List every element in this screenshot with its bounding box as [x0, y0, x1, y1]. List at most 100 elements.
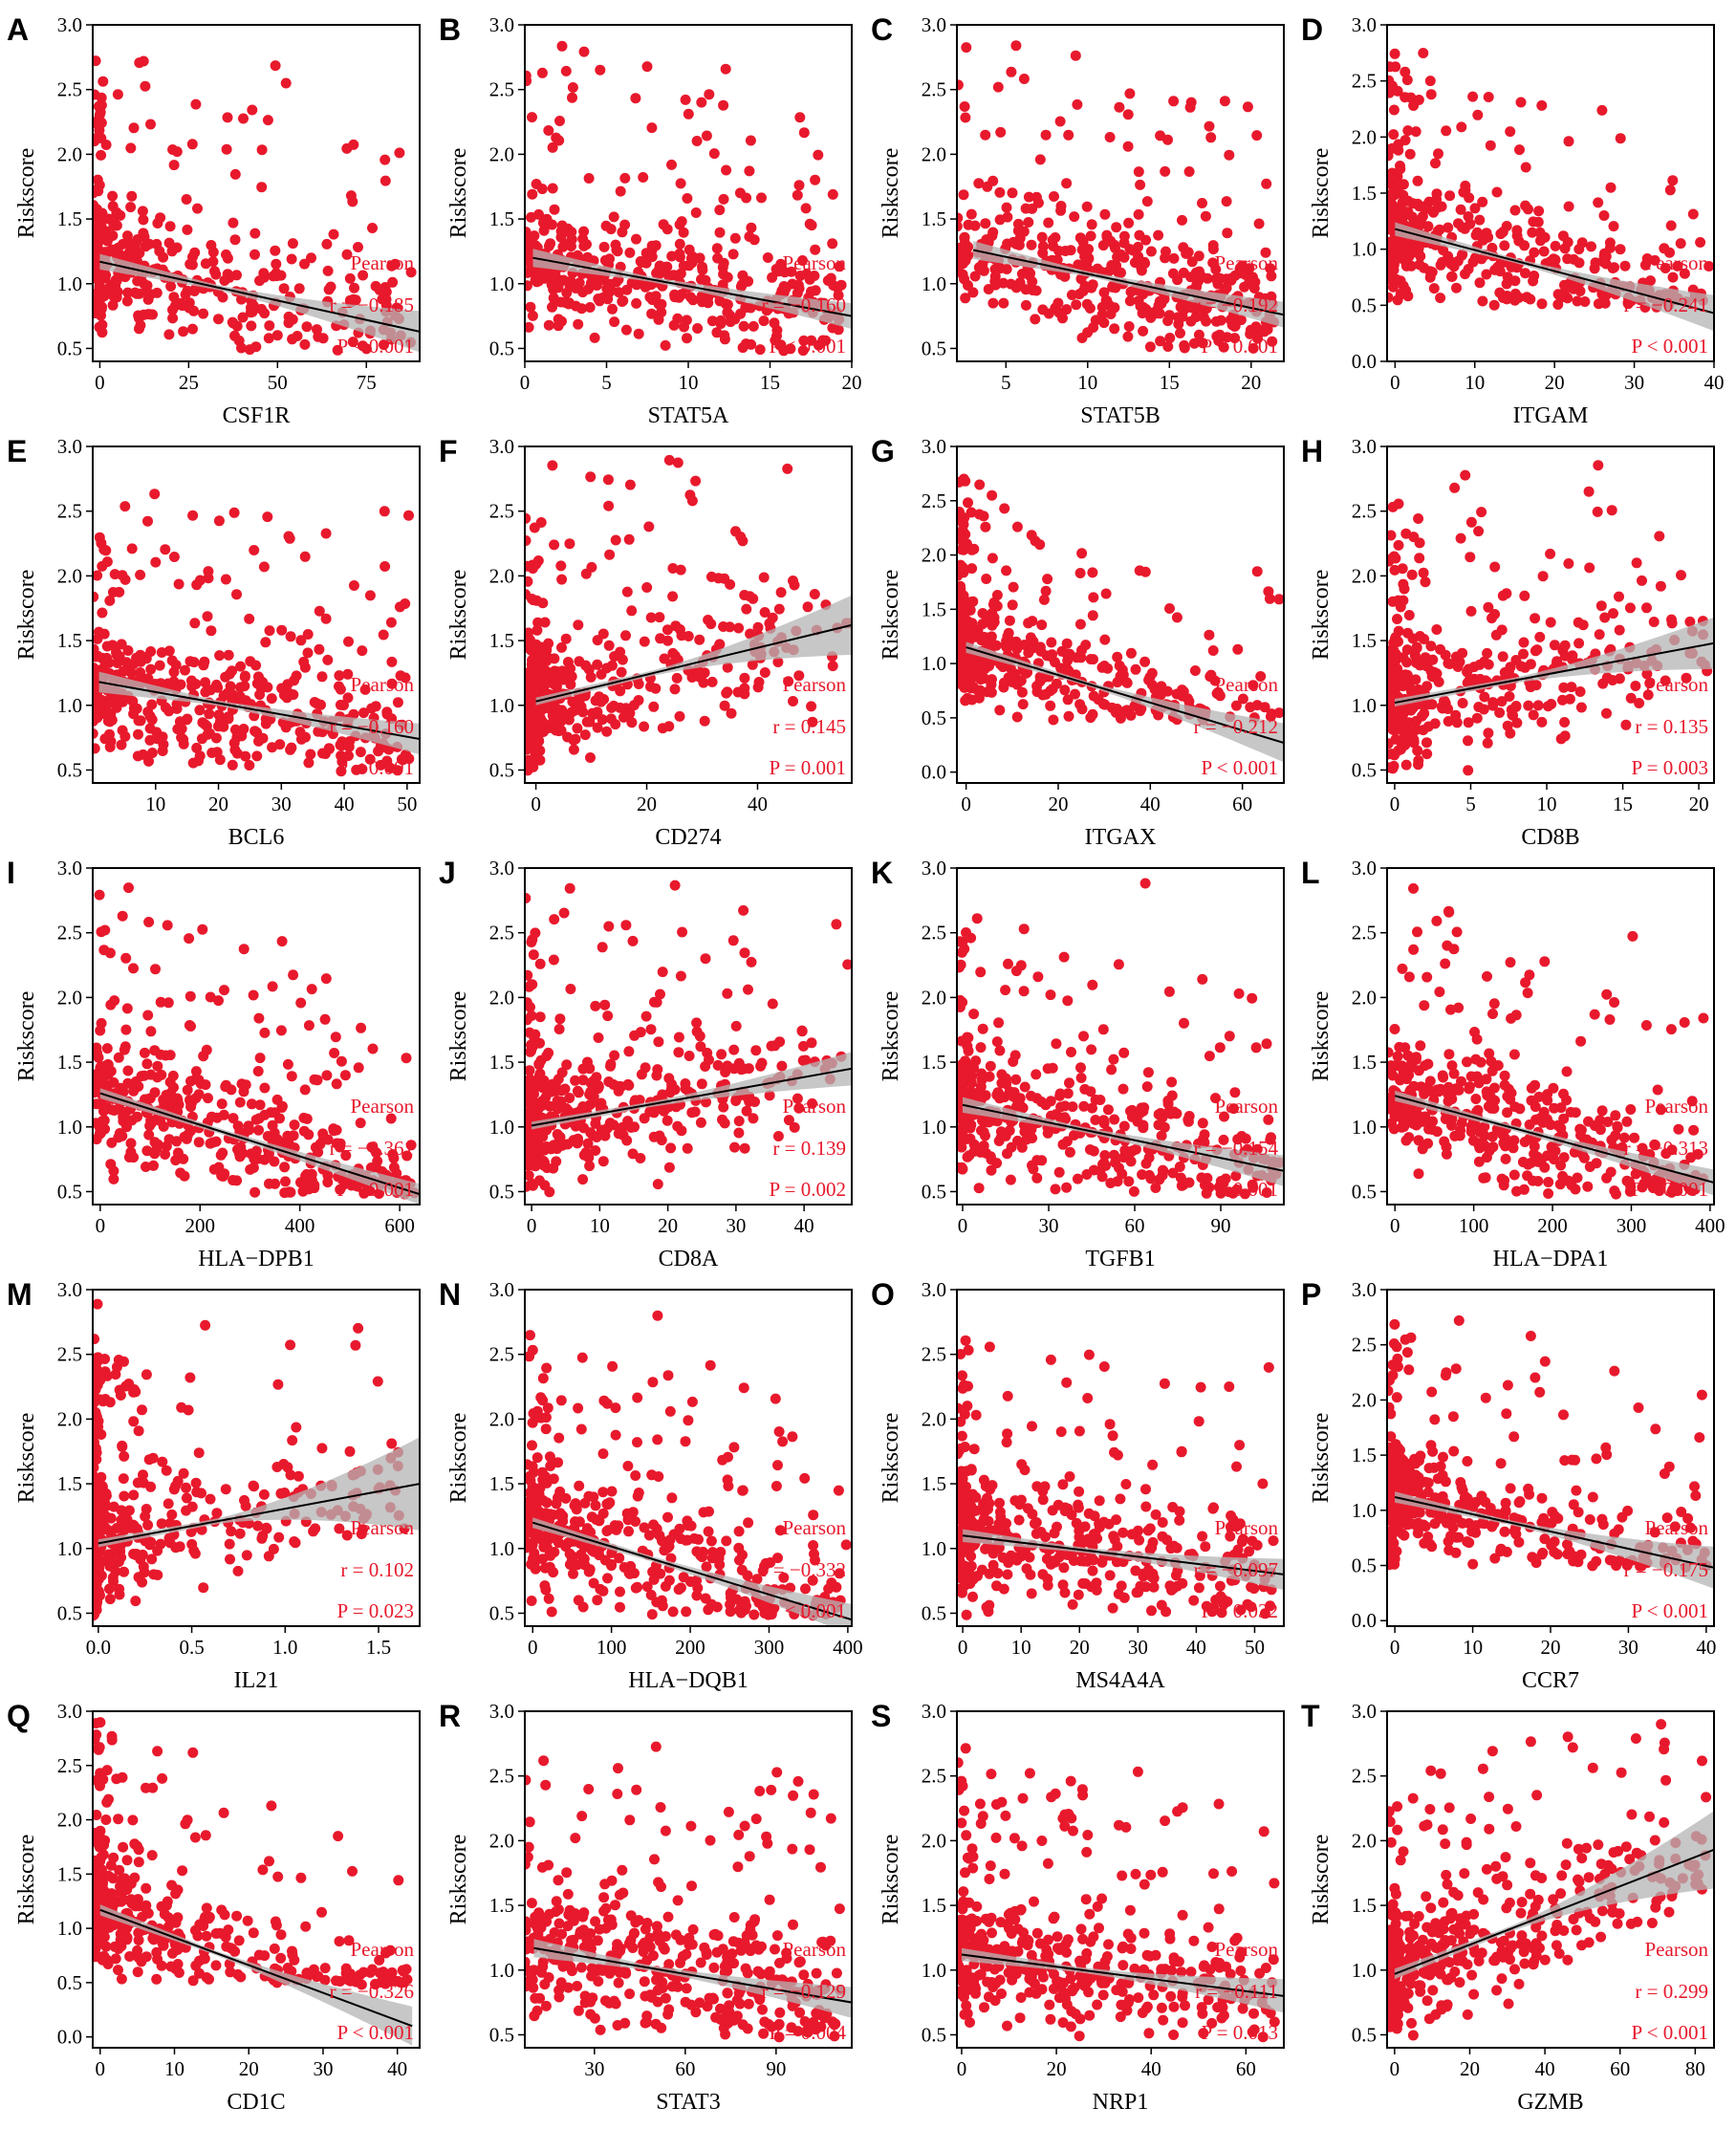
data-point: [228, 507, 240, 518]
data-point: [527, 979, 538, 990]
data-point: [980, 129, 991, 141]
data-point: [1109, 323, 1120, 335]
x-axis-title: TGFB1: [1085, 1247, 1155, 1271]
data-point: [1497, 590, 1508, 601]
data-point: [174, 716, 185, 728]
data-point: [190, 98, 202, 110]
data-point: [1615, 244, 1626, 255]
y-tick-label: 0.5: [489, 337, 514, 359]
data-point: [1494, 707, 1506, 718]
data-point: [150, 556, 162, 568]
data-point: [1443, 658, 1454, 669]
data-point: [128, 122, 140, 134]
data-point: [525, 535, 532, 546]
data-point: [1186, 256, 1198, 268]
data-point: [1419, 262, 1429, 273]
data-point: [138, 214, 149, 226]
data-point: [339, 1070, 351, 1081]
data-point: [1074, 568, 1086, 578]
data-point: [276, 1102, 288, 1113]
data-point: [293, 283, 305, 294]
data-point: [1018, 923, 1030, 935]
data-point: [1491, 186, 1503, 198]
plot-frame: [92, 445, 421, 784]
data-point: [379, 506, 390, 517]
data-point: [1004, 1125, 1015, 1137]
y-tick-label: 1.0: [1352, 238, 1377, 261]
x-axis-title: STAT5B: [1080, 403, 1160, 428]
data-point: [301, 321, 313, 333]
data-point: [122, 645, 134, 656]
data-point: [229, 234, 241, 246]
data-point: [1026, 239, 1037, 250]
data-point: [231, 589, 242, 600]
data-point: [1439, 695, 1449, 706]
data-point: [1245, 702, 1256, 713]
data-point: [1545, 548, 1556, 559]
data-point: [189, 618, 201, 629]
data-point: [1141, 196, 1153, 207]
data-point: [216, 1098, 228, 1110]
data-point: [212, 682, 224, 693]
data-point: [970, 1055, 982, 1067]
data-point: [1034, 671, 1046, 683]
panel-E: 0.51.01.52.02.53.010 20 30 40 50BCL6Riskscor…: [7, 434, 421, 850]
data-point: [1590, 257, 1601, 269]
data-point: [270, 245, 281, 256]
data-point: [534, 1141, 546, 1152]
data-point: [97, 1116, 108, 1127]
data-point: [1202, 272, 1213, 284]
data-point: [779, 267, 791, 278]
data-point: [651, 996, 662, 1008]
data-point: [1562, 236, 1573, 248]
data-point: [301, 1113, 313, 1124]
data-point: [96, 118, 107, 128]
data-point: [1099, 634, 1111, 645]
data-point: [235, 661, 247, 672]
data-point: [567, 82, 578, 93]
data-point: [194, 750, 206, 762]
data-point: [1465, 605, 1477, 617]
data-point: [1205, 132, 1217, 143]
data-point: [686, 672, 698, 683]
data-point: [1050, 1184, 1061, 1195]
x-tick-label: 10: [590, 1214, 610, 1237]
data-point: [1494, 287, 1506, 298]
x-tick-label: 5: [1465, 793, 1476, 815]
data-point: [185, 1021, 196, 1032]
data-point: [1062, 1088, 1074, 1099]
data-point: [835, 279, 847, 291]
data-point: [98, 76, 109, 87]
panel-letter: I: [7, 856, 15, 890]
data-point: [1179, 342, 1190, 354]
data-point: [1168, 252, 1180, 264]
data-point: [1473, 526, 1485, 537]
data-point: [667, 563, 679, 574]
data-point: [551, 1156, 562, 1167]
data-point: [1061, 178, 1073, 189]
data-point: [353, 1062, 364, 1074]
data-point: [252, 1066, 264, 1076]
data-point: [144, 734, 156, 746]
data-point: [541, 213, 553, 225]
data-point: [674, 249, 685, 259]
data-point: [1087, 567, 1098, 578]
data-point: [1601, 707, 1612, 719]
data-point: [1062, 995, 1074, 1007]
data-point: [263, 333, 274, 344]
data-point: [246, 320, 257, 332]
data-point: [247, 104, 258, 116]
data-point: [1055, 201, 1067, 211]
panel-letter: J: [439, 856, 456, 890]
data-point: [574, 277, 585, 289]
data-point: [239, 671, 250, 683]
regression-line: [99, 260, 420, 333]
data-point: [675, 564, 686, 576]
data-point: [1018, 986, 1030, 997]
y-tick-label: 1.0: [57, 694, 82, 717]
data-point: [1456, 250, 1467, 261]
y-tick-label: 2.5: [1352, 500, 1377, 523]
data-point: [583, 1152, 595, 1163]
y-tick-label: 3.0: [922, 857, 946, 880]
panel-H: 0.51.01.52.02.53.00 5 10 15 20CD8BRiskscoreP…: [1301, 434, 1715, 850]
